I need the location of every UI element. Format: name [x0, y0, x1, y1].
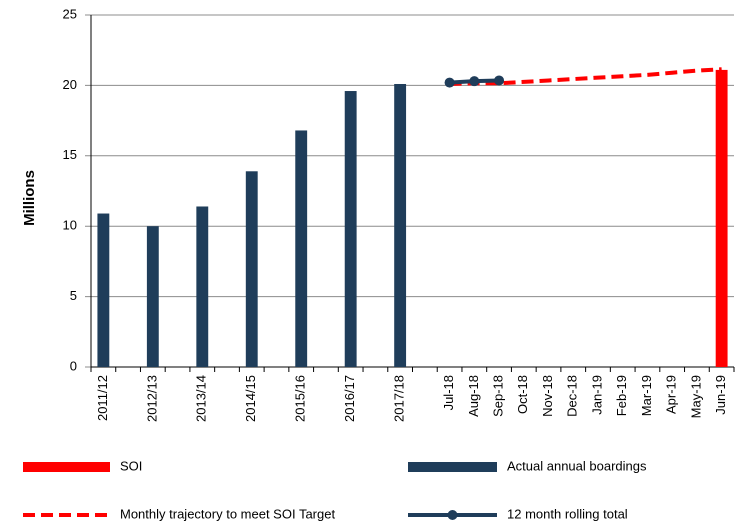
legend-swatch — [23, 462, 110, 472]
x-tick-label: Apr-19 — [664, 375, 679, 414]
x-tick-label: 2013/14 — [194, 375, 209, 422]
bar — [146, 226, 159, 367]
x-tick-label: Dec-18 — [565, 375, 580, 417]
bar — [715, 69, 728, 368]
bar — [394, 83, 407, 367]
legend-marker — [447, 510, 458, 520]
bar — [344, 91, 357, 368]
x-tick-label: Oct-18 — [515, 375, 530, 414]
x-tick-label: 2012/13 — [144, 375, 159, 422]
y-tick-label: 5 — [70, 288, 77, 303]
x-tick-label: May-19 — [688, 375, 703, 418]
x-tick-label: Jan-19 — [589, 375, 604, 415]
x-tick-label: 2016/17 — [342, 375, 357, 422]
x-tick-label: Mar-19 — [639, 375, 654, 416]
x-tick-label: 2015/16 — [293, 375, 308, 422]
y-tick-label: 25 — [63, 6, 77, 21]
bar — [196, 206, 209, 367]
legend-label: Actual annual boardings — [507, 458, 647, 473]
y-tick-label: 20 — [63, 77, 77, 92]
x-tick-label: Jun-19 — [713, 375, 728, 415]
legend-label: 12 month rolling total — [507, 506, 628, 521]
marker — [444, 77, 455, 88]
marker — [494, 75, 505, 86]
marker — [469, 76, 480, 87]
bar — [245, 171, 258, 367]
legend-label: Monthly trajectory to meet SOI Target — [120, 506, 335, 521]
bar — [97, 213, 110, 367]
y-tick-label: 15 — [63, 147, 77, 162]
legend-label: SOI — [120, 458, 142, 473]
x-tick-label: 2014/15 — [243, 375, 258, 422]
x-tick-label: 2011/12 — [95, 375, 110, 421]
y-tick-label: 0 — [70, 358, 77, 373]
y-tick-label: 10 — [63, 218, 77, 233]
x-tick-label: Jul-18 — [441, 375, 456, 410]
y-axis-title: Millions — [21, 170, 38, 226]
x-tick-label: Feb-19 — [614, 375, 629, 416]
x-tick-label: 2017/18 — [392, 375, 407, 422]
x-tick-label: Aug-18 — [466, 375, 481, 417]
x-tick-label: Sep-18 — [490, 375, 505, 417]
bar — [295, 130, 308, 367]
x-tick-label: Nov-18 — [540, 375, 555, 417]
legend-swatch — [408, 462, 497, 472]
